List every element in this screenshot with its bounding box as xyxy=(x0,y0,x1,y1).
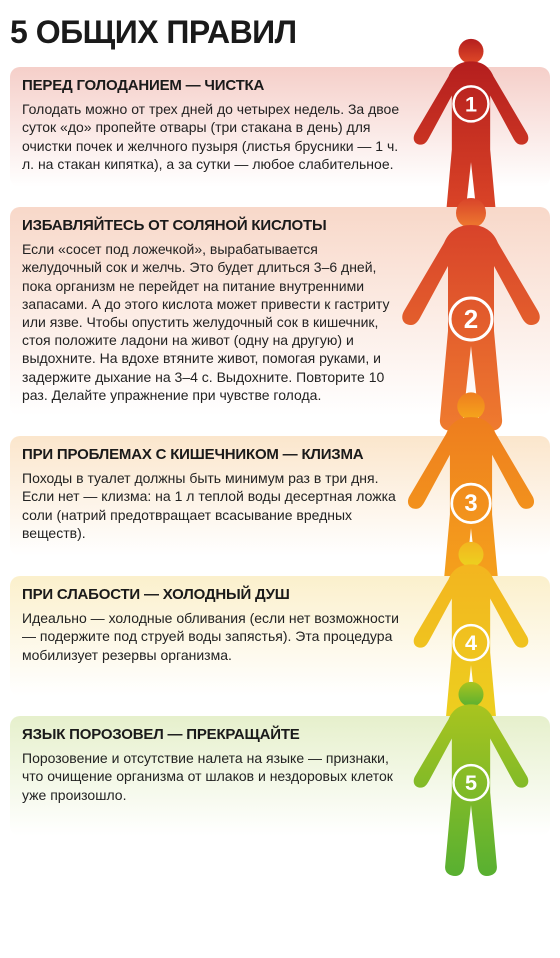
body-silhouette-icon: 5 xyxy=(386,676,556,876)
rule-number-badge: 3 xyxy=(464,490,477,517)
rule-heading: ПРИ ПРОБЛЕМАХ С КИШЕЧНИКОМ — КЛИЗМА xyxy=(22,446,400,463)
rule-number-badge: 2 xyxy=(464,304,478,334)
rule-body: Походы в туалет должны быть минимум раз … xyxy=(22,469,400,542)
rule-body: Если «сосет под ложечкой», вырабатываетс… xyxy=(22,240,400,404)
rule-number-badge: 5 xyxy=(465,770,477,795)
rule-card-2: ИЗБАВЛЯЙТЕСЬ ОТ СОЛЯНОЙ КИСЛОТЫ Если «со… xyxy=(10,207,550,416)
rule-card-1: ПЕРЕД ГОЛОДАНИЕМ — ЧИСТКА Голодать можно… xyxy=(10,67,550,187)
rule-heading: ПРИ СЛАБОСТИ — ХОЛОДНЫЙ ДУШ xyxy=(22,586,400,603)
rule-body: Идеально — холодные обливания (если нет … xyxy=(22,609,400,664)
rule-heading: ИЗБАВЛЯЙТЕСЬ ОТ СОЛЯНОЙ КИСЛОТЫ xyxy=(22,217,400,234)
rule-card-5: ЯЗЫК ПОРОЗОВЕЛ — ПРЕКРАЩАЙТЕ Порозовение… xyxy=(10,716,550,836)
rule-body: Голодать можно от трех дней до четырех н… xyxy=(22,100,400,173)
rule-number-badge: 1 xyxy=(465,91,477,116)
rule-heading: ПЕРЕД ГОЛОДАНИЕМ — ЧИСТКА xyxy=(22,77,400,94)
rule-body: Порозовение и отсутствие налета на языке… xyxy=(22,749,400,804)
rule-number-badge: 4 xyxy=(465,630,477,655)
rule-heading: ЯЗЫК ПОРОЗОВЕЛ — ПРЕКРАЩАЙТЕ xyxy=(22,726,400,743)
